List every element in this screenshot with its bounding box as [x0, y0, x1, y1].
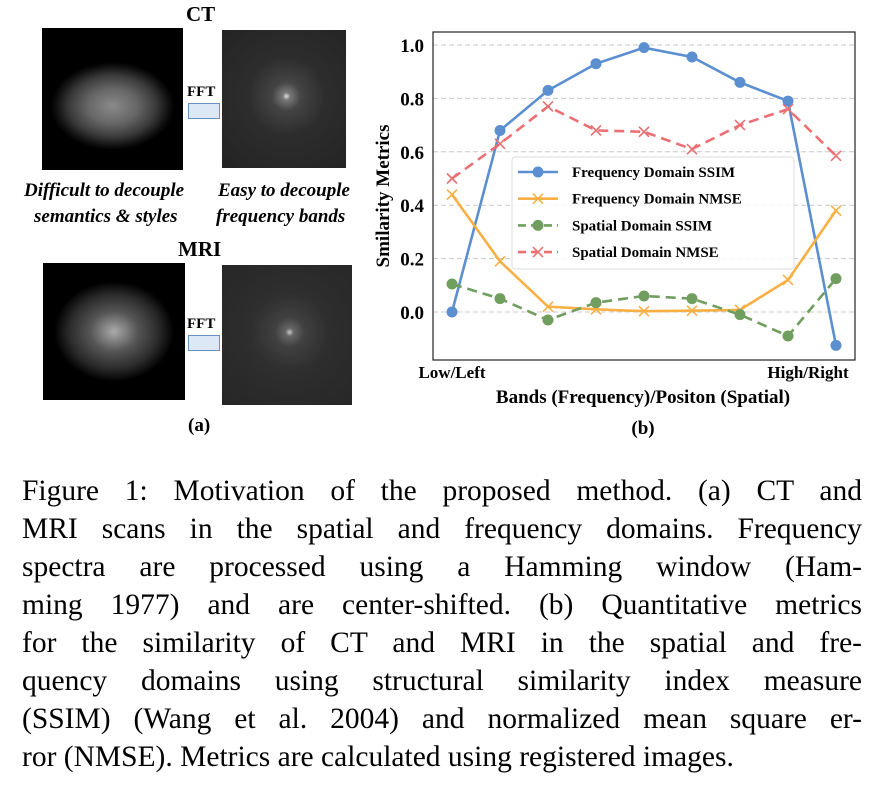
data-point — [590, 124, 602, 137]
mri-spatial-image — [43, 263, 185, 400]
series-frequency-domain-nmse — [446, 188, 842, 317]
right-desc-2: frequency bands — [216, 206, 346, 227]
y-tick-label: 0.6 — [400, 143, 424, 164]
caption-line: ror (NMSE). Metrics are calculated using… — [22, 741, 734, 773]
legend-label: Frequency Domain SSIM — [572, 165, 735, 181]
fft-label-ct: FFT — [187, 84, 216, 100]
data-point — [686, 51, 698, 63]
data-point — [532, 193, 544, 205]
plot-frame — [432, 31, 856, 361]
arrow-icon — [188, 335, 220, 351]
y-tick-label: 0.2 — [400, 250, 424, 271]
data-point — [532, 246, 544, 258]
data-point — [532, 219, 544, 231]
caption-line: MRI scans in the spatial and frequency d… — [22, 513, 862, 545]
data-point — [782, 95, 794, 107]
data-point — [686, 293, 698, 305]
y-tick-label: 0.8 — [400, 89, 424, 110]
x-axis-label: Bands (Frequency)/Positon (Spatial) — [496, 387, 790, 408]
data-point — [830, 273, 842, 285]
mri-frequency-image — [222, 265, 352, 405]
data-point — [734, 76, 746, 88]
y-tick-label: 1.0 — [400, 36, 424, 57]
data-point — [638, 126, 650, 138]
series-frequency-domain-ssim — [446, 42, 842, 351]
left-desc-1: Difficult to decouple — [24, 180, 185, 201]
data-point — [494, 255, 506, 267]
y-tick-label: 0.0 — [400, 303, 424, 324]
caption-line: (SSIM) (Wang et al. 2004) and normalized… — [22, 703, 862, 735]
panel-a-label: (a) — [188, 415, 211, 436]
legend-label: Spatial Domain NMSE — [572, 245, 719, 261]
data-point — [446, 188, 458, 201]
data-point — [638, 290, 650, 302]
data-point — [494, 138, 506, 150]
arrow-icon — [188, 103, 220, 119]
legend-label: Spatial Domain SSIM — [572, 218, 712, 234]
data-point — [686, 305, 698, 317]
x-tick-high: High/Right — [767, 363, 849, 382]
x-tick-low: Low/Left — [418, 363, 485, 382]
data-point — [590, 58, 602, 70]
caption-line: Figure 1: Motivation of the proposed met… — [22, 475, 862, 507]
ct-title: CT — [186, 2, 216, 26]
data-point — [590, 297, 602, 309]
figure-caption: Figure 1: Motivation of the proposed met… — [22, 472, 862, 776]
right-desc-1: Easy to decouple — [218, 180, 350, 201]
data-point — [446, 278, 458, 290]
data-point — [830, 150, 842, 162]
data-point — [446, 172, 458, 185]
ct-frequency-image — [222, 30, 346, 168]
data-point — [494, 293, 506, 305]
data-point — [542, 301, 554, 313]
data-point — [734, 119, 746, 131]
data-point — [830, 339, 842, 351]
legend-label: Frequency Domain NMSE — [572, 192, 742, 208]
data-point — [686, 143, 698, 155]
y-axis-label: Smilarity Metrics — [373, 125, 394, 268]
y-tick-label: 0.4 — [400, 196, 424, 217]
ct-spatial-image — [42, 28, 183, 170]
caption-line: quency domains using structural similari… — [22, 665, 862, 697]
caption-line: ming 1977) and are center-shifted. (b) Q… — [22, 589, 862, 621]
data-point — [734, 309, 746, 321]
data-point — [532, 166, 544, 178]
data-point — [542, 314, 554, 326]
legend: Frequency Domain SSIM Frequency Domain NM… — [511, 156, 795, 270]
caption-line: for the similarity of CT and MRI in the … — [22, 627, 862, 659]
series-line — [451, 104, 837, 180]
similarity-chart: 0.0 0.2 0.4 0.6 0.8 1.0 Low/Left High/Right B… — [373, 31, 856, 439]
data-point — [782, 274, 794, 286]
data-point — [782, 330, 794, 342]
data-point — [446, 306, 458, 318]
data-point — [542, 100, 554, 112]
data-point — [830, 204, 842, 217]
data-point — [638, 305, 650, 317]
data-point — [494, 124, 506, 136]
panel-b-label: (b) — [631, 418, 654, 439]
data-point — [638, 42, 650, 54]
series-line — [451, 277, 837, 338]
fft-label-mri: FFT — [187, 316, 216, 332]
data-point — [542, 84, 554, 96]
mri-title: MRI — [178, 237, 222, 261]
series-spatial-domain-ssim — [446, 273, 842, 342]
data-point — [782, 103, 794, 115]
series-spatial-domain-nmse — [446, 100, 842, 185]
left-desc-2: semantics & styles — [34, 206, 178, 227]
caption-line: spectra are processed using a Hamming wi… — [22, 551, 862, 583]
